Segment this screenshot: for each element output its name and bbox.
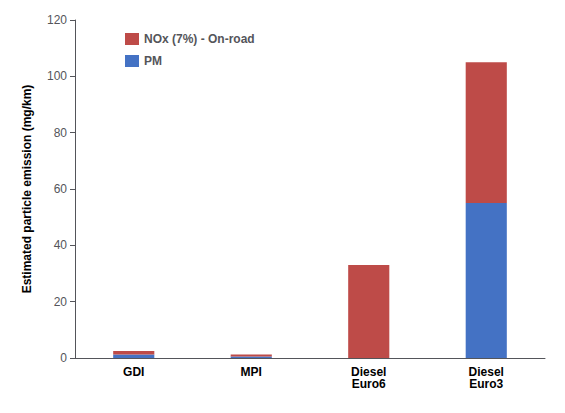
svg-text:NOx (7%) - On-road: NOx (7%) - On-road — [144, 32, 255, 46]
svg-text:GDI: GDI — [123, 365, 144, 379]
svg-text:40: 40 — [54, 238, 68, 252]
svg-text:Euro6: Euro6 — [352, 377, 386, 391]
svg-text:Euro3: Euro3 — [469, 377, 503, 391]
svg-text:Diesel: Diesel — [351, 365, 387, 379]
svg-text:0: 0 — [60, 351, 67, 365]
svg-text:MPI: MPI — [241, 365, 262, 379]
svg-text:Estimated particle emission (m: Estimated particle emission (mg/km) — [20, 85, 34, 294]
svg-text:100: 100 — [47, 69, 67, 83]
svg-text:Diesel: Diesel — [468, 365, 504, 379]
svg-text:60: 60 — [54, 182, 68, 196]
svg-text:120: 120 — [47, 13, 67, 27]
svg-text:80: 80 — [54, 126, 68, 140]
svg-text:20: 20 — [54, 295, 68, 309]
svg-text:PM: PM — [144, 54, 162, 68]
